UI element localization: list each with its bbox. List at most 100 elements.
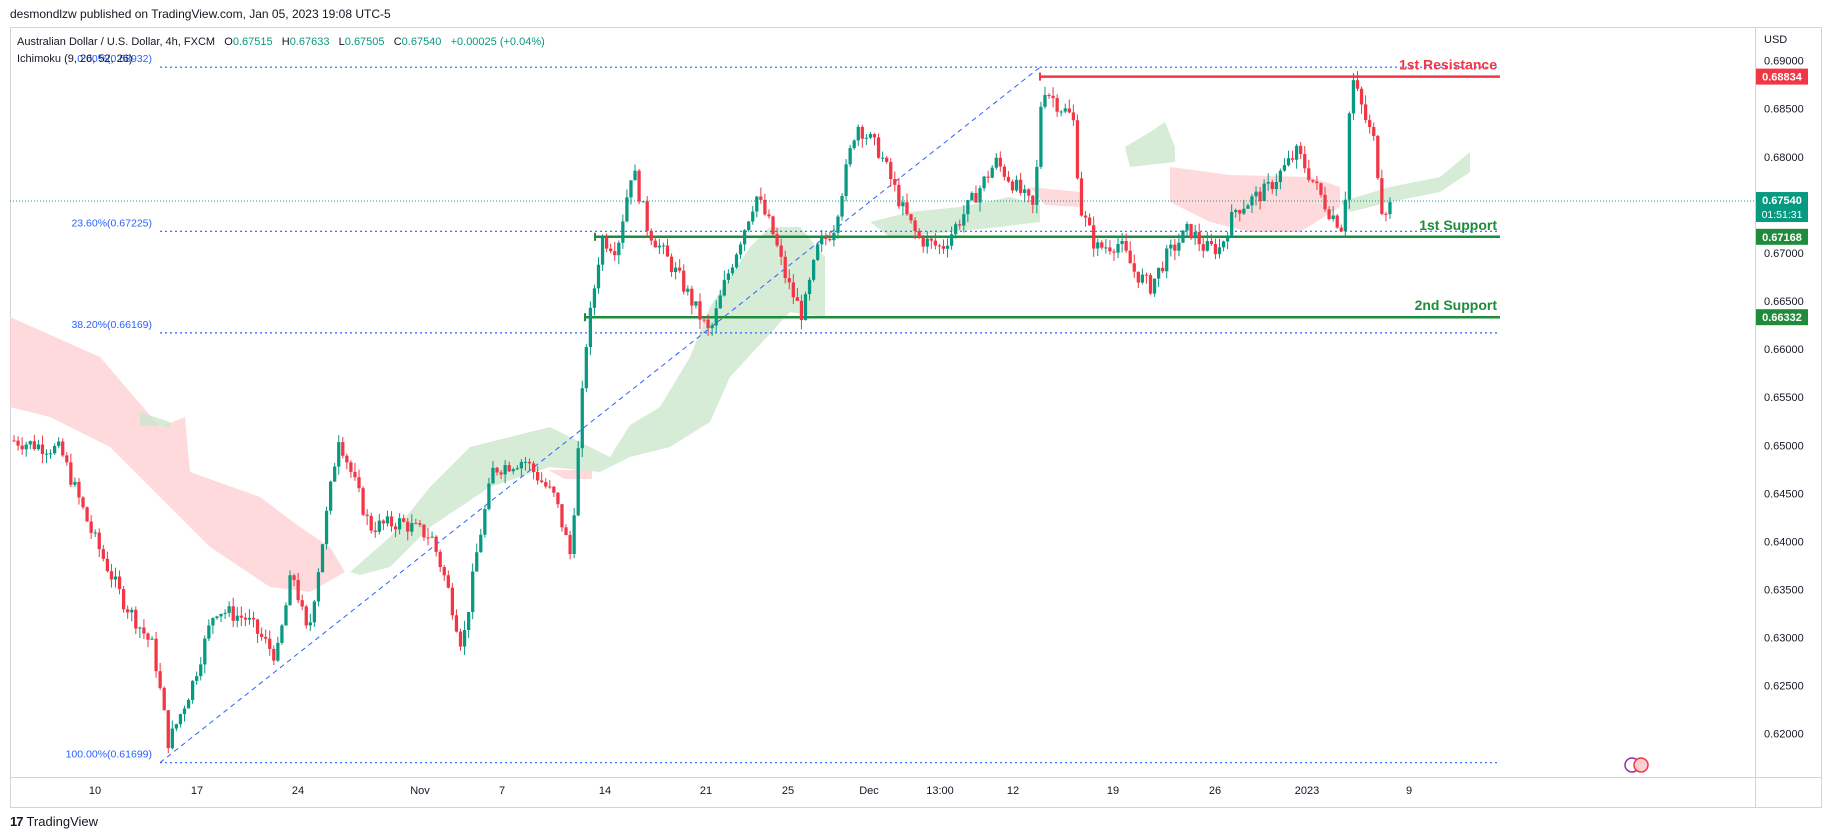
candle-body xyxy=(1376,135,1380,179)
candle-body xyxy=(949,234,954,246)
candle-body xyxy=(296,579,300,601)
candle-body xyxy=(678,267,682,271)
candle-body xyxy=(1177,242,1181,251)
ichimoku-cloud xyxy=(10,122,1470,592)
candle-body xyxy=(556,492,560,505)
candle-body xyxy=(945,245,950,249)
candle-body xyxy=(1205,241,1209,251)
candle-body xyxy=(1051,95,1055,99)
low-value: 0.67505 xyxy=(344,36,385,48)
candle-body xyxy=(268,638,272,649)
candle-body xyxy=(515,468,519,470)
candle-body xyxy=(1006,176,1011,182)
chart-frame xyxy=(10,27,1822,808)
candle-body xyxy=(174,724,179,729)
candle-body xyxy=(592,288,597,308)
candle-body xyxy=(978,188,982,203)
candle-body xyxy=(1238,210,1242,214)
currency-label[interactable]: USD xyxy=(1764,34,1788,46)
candle-body xyxy=(142,627,146,634)
candle-body xyxy=(682,270,686,292)
symbol-title[interactable]: Australian Dollar / U.S. Dollar, 4h, FXC… xyxy=(17,36,216,48)
candle-body xyxy=(998,157,1002,167)
candle-body xyxy=(1104,247,1108,249)
candle-body xyxy=(109,571,114,580)
candle-body xyxy=(1173,244,1177,251)
candle-body xyxy=(824,237,828,239)
candle-body xyxy=(787,278,791,283)
candle-body xyxy=(1351,80,1356,114)
candle-body xyxy=(1307,168,1311,180)
fib-level-label: 100.00%(0.61699) xyxy=(66,749,152,761)
candle-body xyxy=(190,680,195,700)
candle-body xyxy=(1043,94,1047,107)
candle-body xyxy=(97,532,101,550)
candle-body xyxy=(462,630,467,647)
candle-body xyxy=(1282,165,1287,171)
cloud-bullish-region xyxy=(350,227,825,575)
candle-body xyxy=(450,587,455,616)
candle-body xyxy=(1144,274,1149,276)
candle-body xyxy=(1165,248,1169,272)
candle-body xyxy=(52,445,57,454)
price-chart[interactable]: 0.00%(0.68932) 23.60%(0.67225) 38.20%(0.66… xyxy=(10,27,1755,777)
candle-body xyxy=(414,523,418,525)
candle-body xyxy=(669,256,674,272)
candle-body xyxy=(345,455,349,463)
candle-body xyxy=(308,622,312,626)
candle-body xyxy=(560,504,564,528)
candle-body xyxy=(377,520,381,532)
candle-body xyxy=(1294,145,1299,160)
candle-body xyxy=(657,245,662,248)
candle-body xyxy=(304,606,308,626)
candle-body xyxy=(251,617,256,620)
candle-body xyxy=(239,615,243,618)
candle-body xyxy=(1128,250,1132,264)
candle-body xyxy=(986,176,990,178)
candle-body xyxy=(1136,271,1140,283)
candle-body xyxy=(1380,178,1384,214)
candle-body xyxy=(479,534,483,553)
candle-body xyxy=(16,440,20,446)
candle-body xyxy=(357,477,361,489)
cloud-bullish-region xyxy=(870,197,1040,237)
fibonacci-retracement: 0.00%(0.68932) 23.60%(0.67225) 38.20%(0.66… xyxy=(66,53,1500,764)
candle-body xyxy=(65,455,69,463)
candle-body xyxy=(48,453,53,455)
candle-body xyxy=(503,465,507,475)
candlestick-series xyxy=(12,70,1392,754)
candle-body xyxy=(471,571,475,613)
candle-body xyxy=(860,126,864,139)
candle-body xyxy=(1286,158,1291,166)
candle-body xyxy=(280,625,284,643)
candle-body xyxy=(85,507,89,522)
candle-body xyxy=(328,481,333,511)
candle-body xyxy=(272,648,276,661)
candle-body xyxy=(1234,210,1238,213)
candle-body xyxy=(880,157,885,159)
legend-row-indicator[interactable]: Ichimoku (9, 26, 52, 26) xyxy=(17,53,133,65)
candle-body xyxy=(1230,212,1234,238)
candle-body xyxy=(1278,170,1283,182)
footer-brand[interactable]: 17 TradingView xyxy=(10,814,98,829)
high-value: 0.67633 xyxy=(289,36,330,48)
candle-body xyxy=(1189,223,1193,239)
candle-body xyxy=(982,176,986,189)
event-icons[interactable] xyxy=(1624,757,1649,773)
candle-body xyxy=(1063,108,1067,112)
candle-body xyxy=(454,615,459,632)
candle-body xyxy=(1169,244,1173,249)
candle-body xyxy=(1254,191,1258,197)
candle-body xyxy=(93,532,97,534)
fib-trend-line xyxy=(159,66,1041,764)
candle-body xyxy=(544,482,548,487)
candle-body xyxy=(564,527,568,536)
candle-body xyxy=(178,714,183,725)
candle-body xyxy=(791,282,795,298)
candle-body xyxy=(909,214,913,221)
candle-body xyxy=(207,625,211,639)
candle-body xyxy=(604,237,609,249)
candle-body xyxy=(1319,183,1323,195)
candle-body xyxy=(495,467,499,473)
candle-body xyxy=(1372,126,1376,136)
